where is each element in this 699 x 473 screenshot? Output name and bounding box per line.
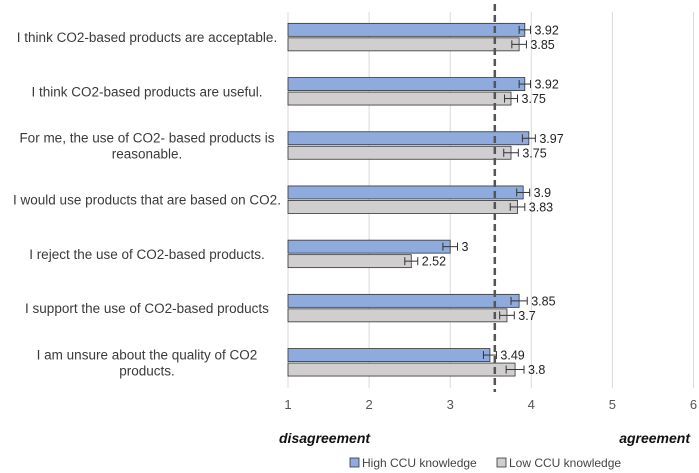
bar-high-knowledge [287,22,526,37]
data-label: 3.75 [522,92,546,106]
bar-low-knowledge [287,91,512,106]
data-labels: 3.923.853.923.753.973.753.93.8332.523.85… [422,23,564,377]
legend-label: High CCU knowledge [362,456,477,470]
category-label: reasonable. [112,147,183,162]
data-label: 2.52 [422,255,446,269]
category-label: I am unsure about the quality of CO2 [37,347,258,362]
bars [287,22,530,377]
bar-high-knowledge [287,77,526,91]
error-bar [482,351,497,360]
bar-high-knowledge [287,185,524,200]
category-label: I think CO2-based products are acceptabl… [17,30,277,45]
error-bar [504,94,519,103]
x-tick-label: 5 [609,397,616,412]
category-label: I reject the use of CO2-based products. [29,247,265,262]
legend-item: High CCU knowledge [349,456,477,470]
bar-low-knowledge [287,37,520,52]
legend-item: Low CCU knowledge [496,456,621,470]
x-tick-label: 2 [365,397,372,412]
data-label: 3.49 [500,349,524,363]
legend-swatch [496,457,507,468]
data-label: 3.75 [522,146,546,160]
disagreement-label: disagreement [279,430,371,446]
gridlines [287,12,694,388]
bar-high-knowledge [287,131,530,146]
bar-high-knowledge [287,239,451,254]
data-label: 3 [461,240,468,254]
category-label: products. [119,363,175,378]
bar-low-knowledge [287,145,512,160]
error-bar [404,257,419,266]
error-bar [509,202,526,211]
error-bar [518,80,531,89]
x-tick-label: 4 [528,397,535,412]
error-bar [505,365,525,374]
x-tick-label: 6 [690,397,697,412]
data-label: 3.92 [534,78,558,92]
data-label: 3.92 [534,23,558,37]
error-bar [442,242,458,251]
x-axis-ticks: 1 2 3 4 5 6 [284,397,697,412]
data-label: 3.85 [531,294,555,308]
error-bar [516,188,531,197]
error-bar [518,25,531,34]
bar-low-knowledge [287,254,412,269]
category-label: I think CO2-based products are useful. [31,84,262,99]
error-bars [404,25,536,374]
legend-swatch [349,457,360,468]
data-label: 3.7 [518,309,535,323]
error-bar [503,148,519,157]
category-label: I would use products that are based on C… [13,193,281,208]
legend-label: Low CCU knowledge [509,456,621,470]
data-label: 3.97 [539,132,563,146]
category-label: For me, the use of CO2- based products i… [19,131,274,146]
category-label: I support the use of CO2-based products [25,301,269,316]
x-tick-label: 1 [284,397,291,412]
category-labels: I think CO2-based products are acceptabl… [13,30,281,378]
bar-high-knowledge [287,348,491,362]
agreement-label: agreement [619,430,691,446]
data-label: 3.85 [530,38,554,52]
bar-low-knowledge [287,308,508,323]
error-bar [499,311,515,320]
legend: High CCU knowledge Low CCU knowledge [349,456,621,470]
bar-low-knowledge [287,362,516,377]
data-label: 3.8 [528,363,545,377]
error-bar [511,40,527,49]
bar-high-knowledge [287,293,520,308]
bar-low-knowledge [287,200,518,214]
error-bar [510,296,528,305]
x-tick-label: 3 [447,397,454,412]
data-label: 3.9 [534,186,551,200]
error-bar [521,134,536,143]
data-label: 3.83 [529,200,553,214]
